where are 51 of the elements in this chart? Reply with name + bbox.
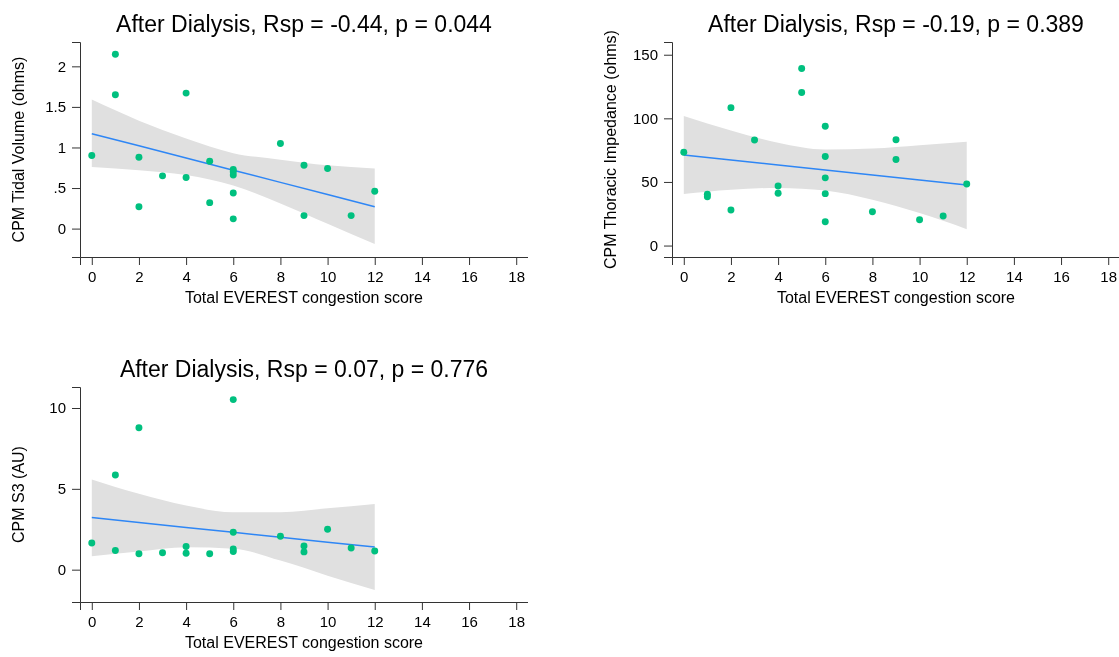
x-tick-label: 18 xyxy=(1100,267,1118,285)
y-tick-label: 1 xyxy=(57,138,66,156)
chart-title: After Dialysis, Rsp = -0.44, p = 0.044 xyxy=(116,11,493,37)
x-tick-label: 10 xyxy=(319,612,337,630)
x-tick-label: 12 xyxy=(366,267,384,285)
y-tick-label: 50 xyxy=(641,173,658,191)
x-tick-label: 2 xyxy=(135,612,144,630)
y-tick-label: 0 xyxy=(57,219,66,237)
y-axis-title: CPM S3 (AU) xyxy=(10,446,27,543)
x-tick-label: 14 xyxy=(414,612,431,630)
x-tick-label: 16 xyxy=(461,612,478,630)
x-tick-label: 12 xyxy=(366,612,384,630)
x-tick-label: 10 xyxy=(911,267,929,285)
x-tick-label: 6 xyxy=(229,612,238,630)
x-tick-label: 4 xyxy=(182,267,191,285)
x-tick-label: 12 xyxy=(958,267,976,285)
y-tick-label: 5 xyxy=(57,480,66,498)
y-axis-title: CPM Thoracic Impedance (ohms) xyxy=(602,30,619,269)
y-tick-label: .5 xyxy=(53,179,66,197)
x-tick-label: 16 xyxy=(461,267,478,285)
y-tick-label: 150 xyxy=(632,46,658,64)
x-tick-label: 18 xyxy=(508,267,526,285)
x-tick-label: 14 xyxy=(414,267,431,285)
x-tick-label: 0 xyxy=(88,267,97,285)
x-axis-title: Total EVEREST congestion score xyxy=(184,289,424,306)
x-tick-label: 0 xyxy=(88,612,97,630)
x-tick-label: 8 xyxy=(868,267,878,285)
x-tick-label: 14 xyxy=(1006,267,1023,285)
y-tick-label: 10 xyxy=(49,399,66,417)
y-axis-title: CPM Tidal Volume (ohms) xyxy=(10,56,27,243)
x-tick-label: 4 xyxy=(774,267,783,285)
x-tick-label: 16 xyxy=(1053,267,1070,285)
x-tick-label: 4 xyxy=(182,612,191,630)
y-tick-label: 1.5 xyxy=(45,98,66,116)
x-tick-label: 18 xyxy=(508,612,526,630)
x-tick-label: 6 xyxy=(821,267,830,285)
y-tick-label: 2 xyxy=(57,57,66,75)
x-tick-label: 0 xyxy=(680,267,689,285)
chart-title: After Dialysis, Rsp = 0.07, p = 0.776 xyxy=(119,356,489,382)
y-tick-label: 100 xyxy=(632,109,658,127)
y-tick-label: 0 xyxy=(649,236,658,254)
y-tick-label: 0 xyxy=(57,560,66,578)
x-tick-label: 10 xyxy=(319,267,337,285)
x-tick-label: 2 xyxy=(727,267,736,285)
x-tick-label: 6 xyxy=(229,267,238,285)
x-tick-label: 8 xyxy=(276,612,286,630)
x-tick-label: 2 xyxy=(135,267,144,285)
x-axis-title: Total EVEREST congestion score xyxy=(184,634,424,651)
x-axis-title: Total EVEREST congestion score xyxy=(776,289,1016,306)
x-tick-label: 8 xyxy=(276,267,286,285)
chart-title: After Dialysis, Rsp = -0.19, p = 0.389 xyxy=(708,11,1084,37)
